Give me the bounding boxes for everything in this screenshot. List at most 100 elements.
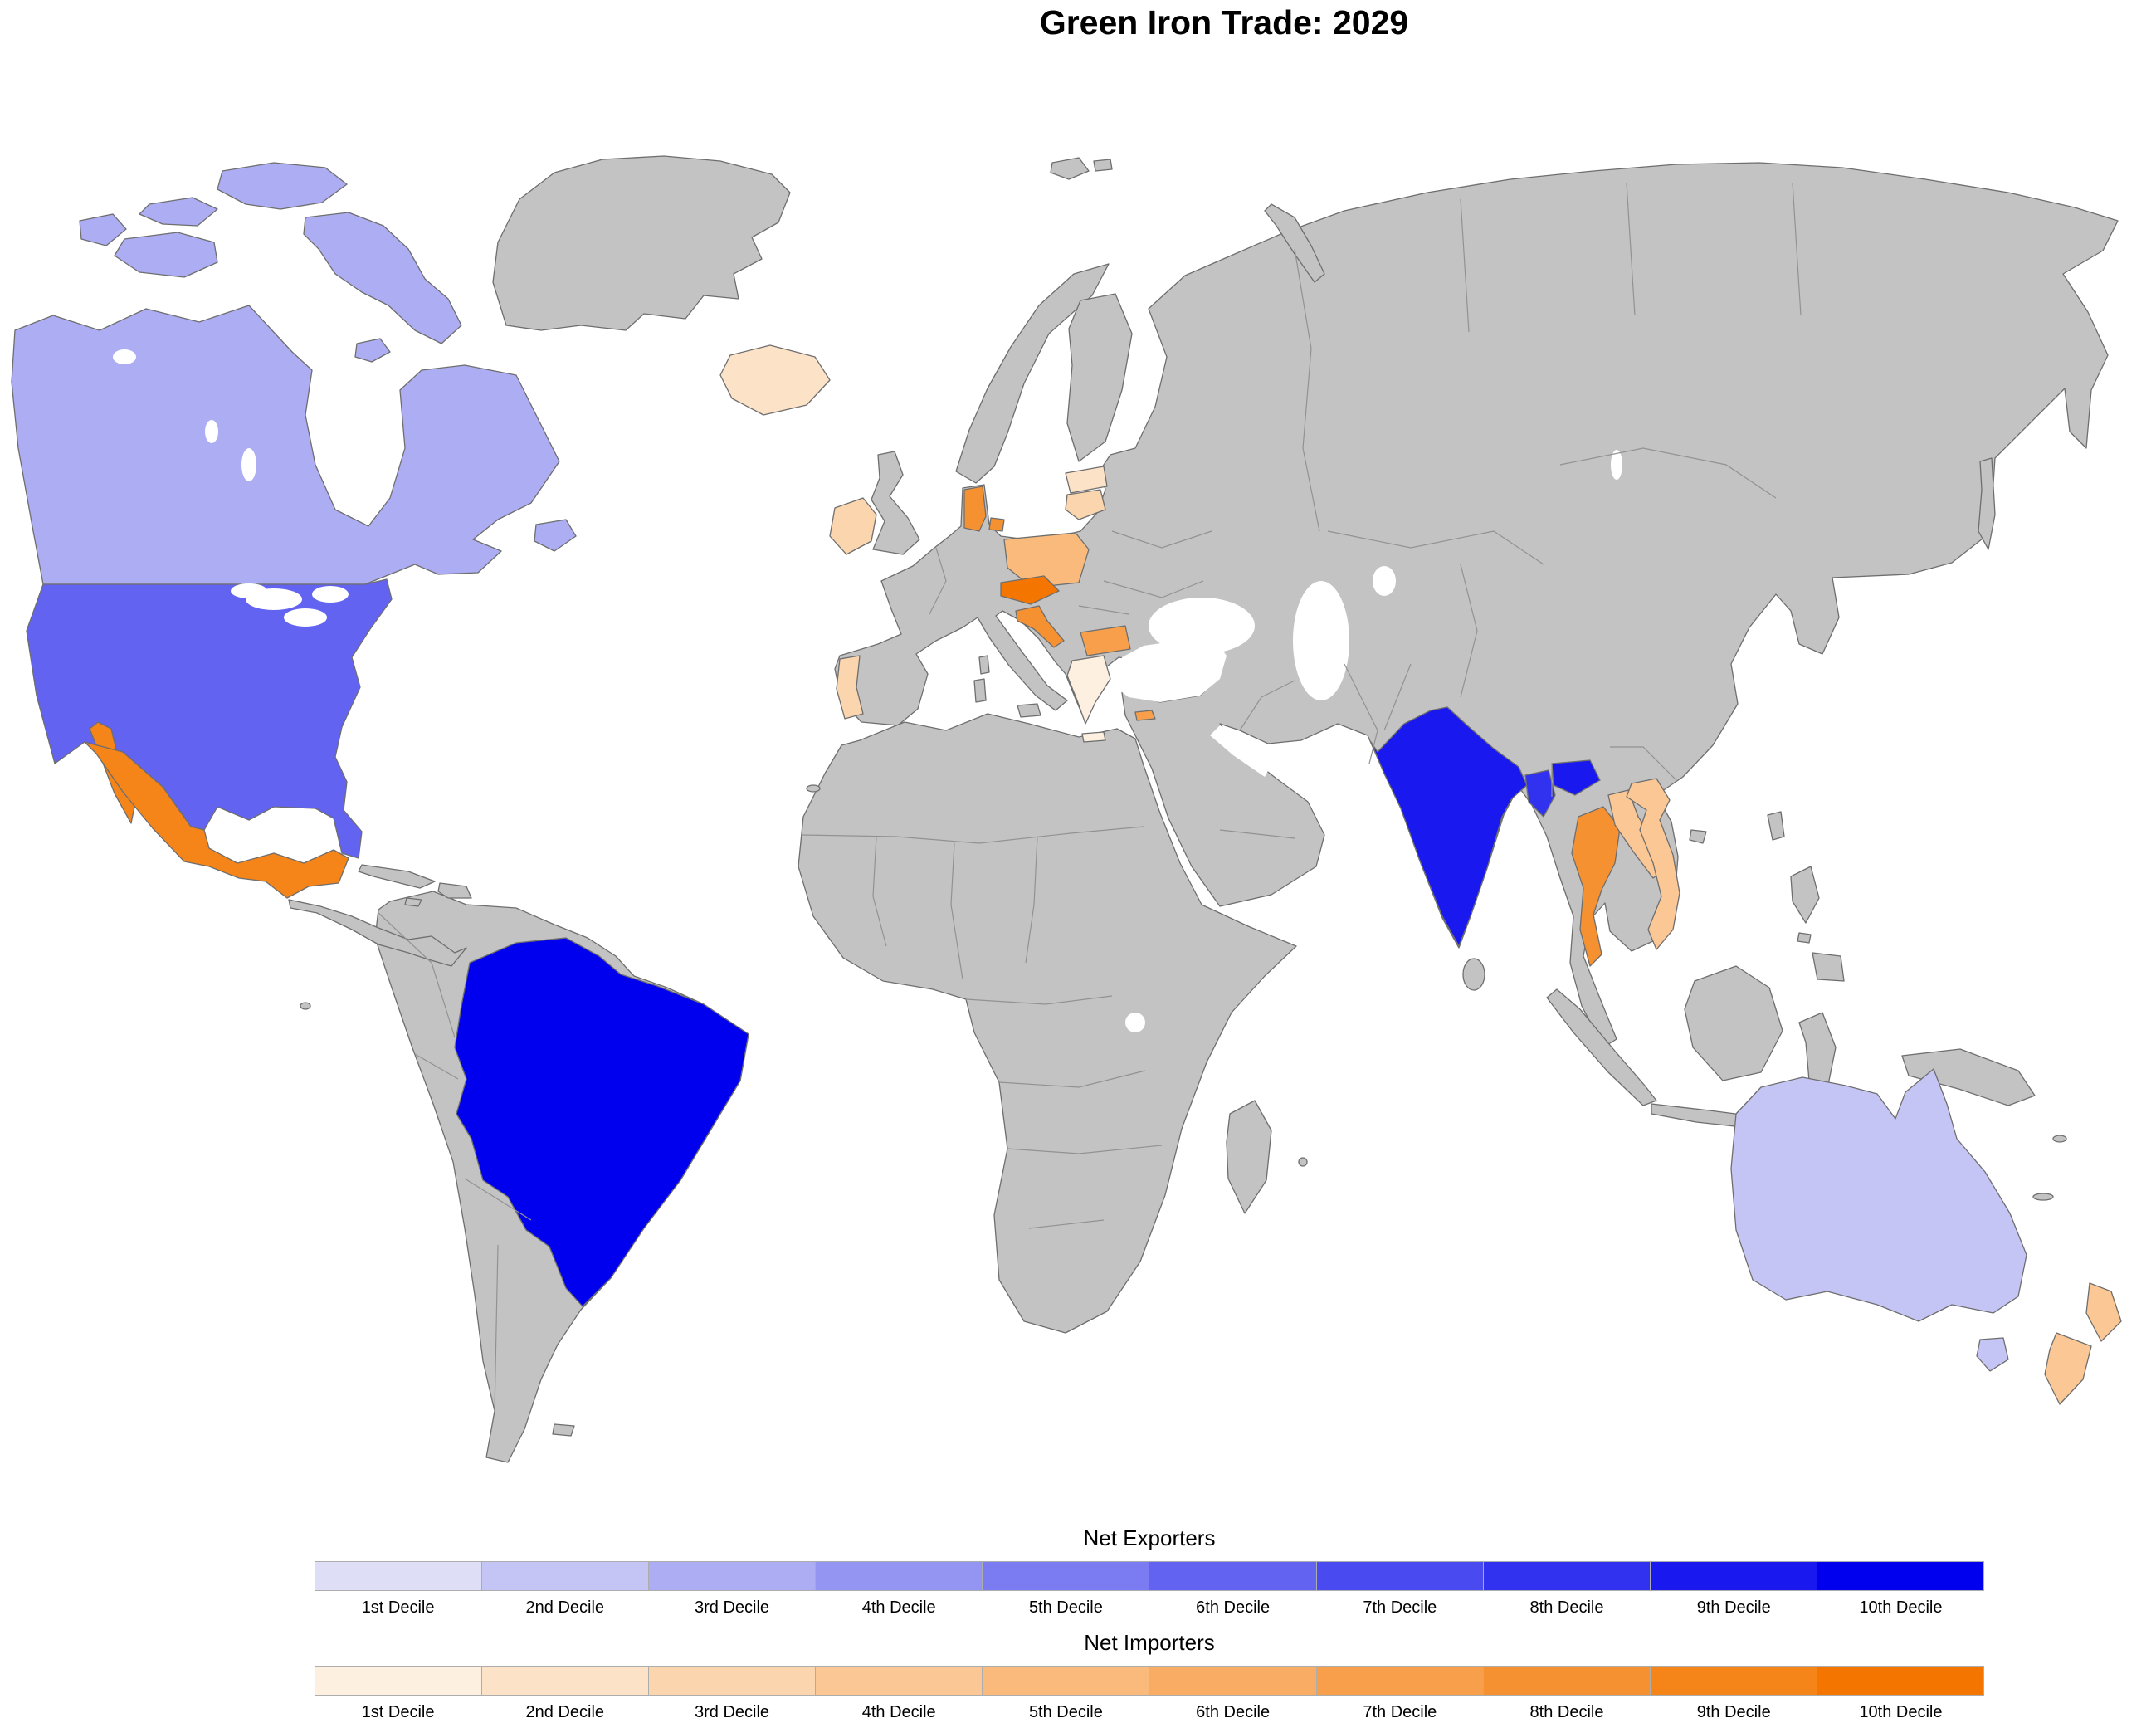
iceland-shape (719, 344, 831, 416)
island-new-guinea (1901, 1048, 2036, 1106)
decile-swatch (481, 1667, 649, 1695)
denmark-jutland (963, 486, 987, 532)
latvia-shape (1065, 466, 1108, 494)
caspian-sea (1293, 581, 1349, 700)
landmass-central-america (288, 899, 467, 967)
czechia-shape (1000, 575, 1060, 605)
decile-swatch (1482, 1667, 1650, 1695)
country-poland (1003, 532, 1090, 588)
island-svalbard (1050, 157, 1090, 180)
island-solomons (2052, 1135, 2067, 1143)
lake-victoria (1125, 1013, 1145, 1032)
country-portugal (836, 655, 864, 720)
decile-label: 1st Decile (361, 1599, 435, 1617)
island-canary (806, 784, 821, 793)
decile-swatch (1315, 1667, 1483, 1695)
country-croatia (1015, 605, 1065, 648)
landmass-africa (798, 713, 1297, 1334)
lake-michigan (246, 588, 302, 610)
decile-swatch (815, 1562, 983, 1590)
canada-victoria (114, 232, 218, 278)
legend-exporters-colorbar (315, 1561, 1984, 1591)
india-northeast (1551, 759, 1601, 796)
island-novaya-zemlya (1264, 203, 1325, 283)
greece-shape (1066, 655, 1111, 725)
island-borneo (1684, 965, 1783, 1081)
great-slave-lake (113, 349, 136, 364)
country-vietnam (1626, 778, 1680, 950)
decile-label: 8th Decile (1529, 1703, 1604, 1721)
country-united-states (26, 578, 393, 859)
decile-label: 2nd Decile (525, 1703, 605, 1721)
decile-label: 6th Decile (1196, 1599, 1271, 1617)
legend-importers-colorbar (315, 1666, 1984, 1696)
country-lithuania (1065, 489, 1106, 520)
country-cyprus (1134, 710, 1156, 721)
decile-label: 6th Decile (1196, 1703, 1271, 1721)
decile-swatch (1149, 1667, 1316, 1695)
island-sri-lanka (1462, 958, 1485, 991)
island-luzon (1790, 866, 1820, 924)
decile-label: 2nd Decile (525, 1599, 605, 1617)
decile-swatch (1315, 1562, 1483, 1590)
island-sicily (1017, 703, 1041, 718)
canada-southampton (354, 338, 391, 363)
country-borders (378, 182, 1802, 1412)
lake-erie (284, 608, 327, 627)
island-mindanao (1812, 952, 1845, 982)
figure-title: Green Iron Trade: 2029 (1039, 3, 1409, 41)
decile-label: 7th Decile (1363, 1703, 1437, 1721)
mexico-mainland (84, 741, 349, 899)
island-new-caledonia (2032, 1193, 2054, 1201)
island-jamaica (404, 897, 422, 907)
decile-swatch (315, 1562, 482, 1590)
decile-swatch (1816, 1667, 1983, 1695)
australia-mainland (1730, 1068, 2027, 1322)
country-india (1370, 706, 1601, 947)
decile-label: 8th Decile (1529, 1599, 1604, 1617)
island-galapagos (300, 1002, 311, 1010)
nz-north-island (2085, 1282, 2122, 1342)
country-greece (1066, 655, 1111, 743)
country-ireland (829, 497, 877, 555)
island-taiwan (1767, 811, 1785, 841)
country-new-zealand (2044, 1282, 2122, 1405)
country-czechia (1000, 575, 1060, 605)
canada-arctic-2 (139, 197, 218, 227)
decile-swatch (1649, 1562, 1817, 1590)
island-cuba (358, 864, 436, 889)
bangladesh-shape (1524, 769, 1556, 818)
bulgaria-shape (1080, 625, 1131, 656)
seas-and-lakes (98, 309, 1622, 1032)
decile-swatch (481, 1562, 649, 1590)
landmass-eurasia (834, 162, 2119, 1048)
lithuania-shape (1065, 489, 1106, 520)
lake-huron (312, 586, 349, 603)
country-denmark (963, 486, 1005, 532)
legend-importers-title: Net Importers (1084, 1630, 1215, 1655)
india-main (1370, 706, 1528, 947)
canada-newfoundland (534, 519, 577, 552)
persian-gulf (1210, 725, 1273, 777)
landmass-greenland (492, 155, 791, 331)
country-brazil (454, 937, 749, 1307)
island-svalbard-2 (1093, 159, 1113, 172)
cyprus-shape (1134, 710, 1156, 721)
decile-label: 3rd Decile (694, 1703, 770, 1721)
legend-importers-labels: 1st Decile 2nd Decile 3rd Decile 4th Decile… (315, 1696, 1984, 1722)
country-australia (1730, 1068, 2027, 1372)
legend-exporters-title: Net Exporters (1083, 1525, 1216, 1550)
canada-mainland (11, 305, 560, 585)
landmass-madagascar (1226, 1100, 1272, 1214)
country-bangladesh (1524, 769, 1556, 818)
decile-label: 10th Decile (1859, 1599, 1943, 1617)
legend-net-exporters: Net Exporters 1st Decile 2nd Decile 3rd De… (315, 1525, 1984, 1618)
brazil-shape (454, 937, 749, 1307)
country-latvia (1065, 466, 1108, 494)
country-iceland (719, 344, 831, 416)
country-canada (11, 162, 577, 585)
lake-winnipeg (241, 448, 256, 481)
island-falklands (552, 1423, 575, 1437)
aral-sea (1373, 566, 1396, 596)
decile-swatch (1149, 1562, 1316, 1590)
